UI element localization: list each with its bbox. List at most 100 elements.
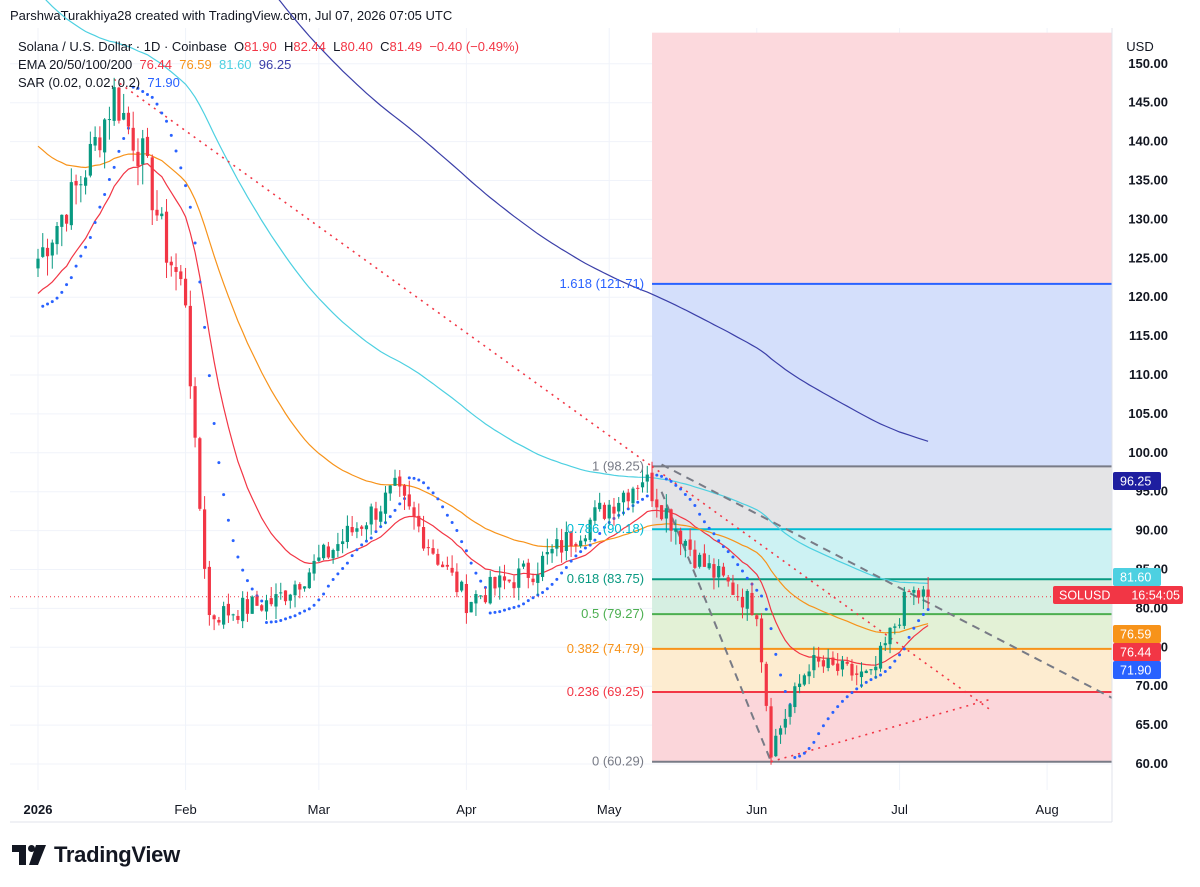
sar-dot <box>655 473 659 477</box>
candle <box>122 93 126 121</box>
candle-body <box>203 509 207 569</box>
sar-dot <box>769 627 773 631</box>
sar-dot <box>583 546 587 550</box>
sar-dot <box>731 555 735 559</box>
candle-body <box>188 305 192 387</box>
candle-body <box>731 582 735 595</box>
fib-label: 0.618 (83.75) <box>567 571 644 586</box>
tradingview-logo[interactable]: TradingView <box>12 842 180 868</box>
candle <box>460 580 464 593</box>
candle <box>107 106 111 140</box>
legend-sar: 71.90 <box>147 75 180 90</box>
candle <box>279 582 283 600</box>
candle-body <box>617 502 621 512</box>
candle-body <box>859 671 864 678</box>
candle <box>607 499 611 526</box>
candle-body <box>759 618 764 663</box>
candle <box>98 126 102 158</box>
candle-body <box>164 211 169 263</box>
candle-body <box>864 670 868 674</box>
sar-dot <box>693 503 697 507</box>
candle-body <box>331 550 335 559</box>
x-tick-label: Aug <box>1036 802 1059 817</box>
sar-dot <box>564 566 568 570</box>
candle <box>155 190 159 222</box>
candle-body <box>302 586 307 589</box>
sar-dot <box>593 538 597 542</box>
candle <box>421 515 426 551</box>
candle <box>331 548 335 564</box>
candle-body <box>512 582 516 589</box>
candle-body <box>350 527 354 533</box>
candle <box>831 651 835 666</box>
price-tag: 71.90 <box>1113 661 1161 679</box>
candle <box>79 175 83 203</box>
candle-body <box>36 258 40 269</box>
sar-dot <box>50 300 54 304</box>
sar-dot <box>431 491 435 495</box>
sar-dot <box>345 561 349 565</box>
candle-body <box>626 492 630 502</box>
candle <box>802 673 806 687</box>
candle-body <box>193 386 197 438</box>
sar-dot <box>888 666 892 670</box>
candle <box>712 558 716 590</box>
sar-dot <box>193 241 197 245</box>
sar-dot <box>326 584 330 588</box>
sar-dot <box>393 508 397 512</box>
sar-dot <box>112 165 116 169</box>
candle-body <box>464 583 468 614</box>
candle <box>260 603 264 612</box>
sar-dot <box>698 512 702 516</box>
candle <box>412 501 416 530</box>
candle-body <box>298 584 302 590</box>
sar-dot <box>450 521 454 525</box>
candle <box>479 595 483 600</box>
candle <box>745 589 749 621</box>
candle <box>488 570 492 605</box>
candle <box>393 469 397 487</box>
sar-dot <box>840 699 844 703</box>
candle <box>526 558 530 589</box>
candle-body <box>421 527 426 549</box>
sar-dot <box>469 561 473 565</box>
candle-body <box>721 566 726 576</box>
sar-dot <box>526 599 530 603</box>
candle-body <box>850 663 854 676</box>
candle <box>498 566 502 600</box>
candle <box>188 290 192 399</box>
sar-dot <box>598 532 602 536</box>
candle <box>917 587 921 604</box>
sar-dot <box>669 479 673 483</box>
sar-dot <box>379 525 383 529</box>
sar-dot <box>312 603 316 607</box>
candle-body <box>769 706 773 758</box>
x-tick-label: Feb <box>174 802 196 817</box>
candle <box>736 584 740 601</box>
candles <box>36 77 930 765</box>
price-tag: 96.25 <box>1113 472 1161 490</box>
candle <box>769 697 773 765</box>
candle <box>350 516 354 536</box>
candle <box>307 568 311 589</box>
sar-dot <box>836 705 840 709</box>
candle-body <box>855 673 859 675</box>
sar-dot <box>898 653 902 657</box>
price-tag-symbol: SOLUSD <box>1059 589 1110 603</box>
candle-body <box>50 242 54 256</box>
sar-dot <box>855 687 859 691</box>
sar-dot <box>807 747 811 751</box>
sar-dot <box>88 235 92 239</box>
candle-body <box>407 494 411 507</box>
candle <box>41 233 45 258</box>
candle-body <box>226 603 230 616</box>
y-tick-label: 130.00 <box>1128 211 1168 226</box>
y-tick-label: 145.00 <box>1128 95 1168 110</box>
fib-zone <box>652 466 1112 530</box>
candle-body <box>550 548 554 554</box>
candle-body <box>231 614 235 616</box>
sar-dot <box>398 502 402 506</box>
candle-body <box>260 605 264 611</box>
sar-dot <box>303 609 307 613</box>
